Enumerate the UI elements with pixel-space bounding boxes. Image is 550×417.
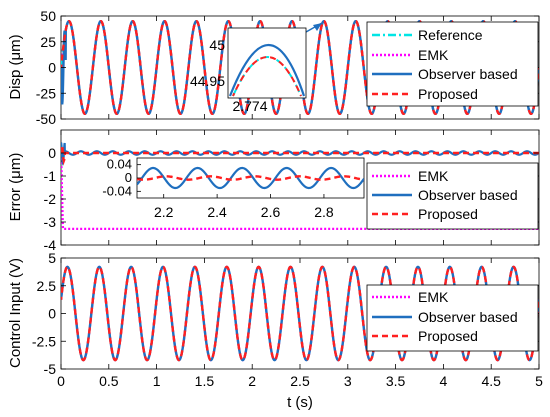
inset-xtick: 2.774 (232, 98, 267, 114)
inset-series-observer-based (137, 166, 364, 190)
xtick-label: 0.5 (99, 373, 119, 389)
ytick-label: 5 (48, 250, 56, 266)
ytick-label: -1 (44, 168, 57, 184)
ytick-label: -5 (44, 361, 57, 377)
legend-emk-label: EMK (418, 168, 449, 184)
xtick-label: 4.5 (481, 373, 501, 389)
legend-emk-label: EMK (418, 289, 449, 305)
ytick-label: -2.5 (32, 333, 56, 349)
inset-xtick-label: 2.6 (261, 204, 281, 220)
xtick-label: 5 (535, 373, 543, 389)
ytick-label: -3 (44, 214, 57, 230)
xtick-label: 3 (344, 373, 352, 389)
ytick-label: 0 (48, 145, 56, 161)
xtick-label: 4 (440, 373, 448, 389)
legend-proposed-label: Proposed (418, 328, 478, 344)
panel-control: 5 2.5 0 -2.5 -5 0 0.5 1 1.5 2 2.5 3 3.5 4 4.5 5 Contro… (7, 250, 543, 411)
control-xticks: 0 0.5 1 1.5 2 2.5 3 3.5 4 4.5 5 (57, 258, 543, 389)
x-axis-label: t (s) (287, 394, 313, 411)
ytick-label: 0 (48, 60, 56, 76)
ytick-label: 50 (40, 8, 56, 24)
series-observer-based (61, 142, 539, 166)
panel-displacement: 50 25 0 -25 -50 Disp (μm) 45 44.95 2.774 Ref… (7, 8, 540, 127)
panel-error: 0-1-2-3-4 Error (μm) 0.040-0.042.2 2.4 2.6… (7, 129, 540, 253)
inset-ytick-label: -0.04 (102, 183, 132, 198)
inset-observer-curve (228, 43, 306, 97)
disp-inset-curves (228, 43, 306, 97)
inset-ytick-44-95: 44.95 (190, 73, 225, 89)
legend-observer-label: Observer based (418, 66, 518, 82)
legend-proposed-label: Proposed (418, 206, 478, 222)
inset-ytick-label: 0 (125, 170, 132, 185)
control-legend: EMK Observer based Proposed (366, 284, 539, 352)
xtick-label: 2 (248, 373, 256, 389)
control-ylabel: Control Input (V) (7, 258, 24, 368)
error-inset-ticks: 0.040-0.04 2.2 2.4 2.6 2.8 (102, 157, 334, 220)
error-inset-curves (137, 166, 364, 190)
inset-series-proposed (137, 175, 364, 181)
legend-emk-label: EMK (418, 47, 449, 63)
error-ylabel: Error (μm) (7, 153, 24, 222)
legend-reference-label: Reference (418, 27, 483, 43)
ytick-label: -2 (44, 191, 57, 207)
ytick-label: 0 (48, 306, 56, 322)
inset-ytick-45: 45 (209, 37, 225, 53)
inset-xtick-label: 2.2 (154, 204, 174, 220)
ytick-label: -4 (44, 237, 57, 253)
ytick-label: 2.5 (37, 278, 57, 294)
xtick-label: 1.5 (195, 373, 215, 389)
error-inset-box (136, 157, 365, 199)
legend-proposed-label: Proposed (418, 86, 478, 102)
disp-yticks: 50 25 0 -25 -50 (36, 8, 540, 127)
ytick-label: -25 (36, 85, 56, 101)
legend-observer-label: Observer based (418, 309, 518, 325)
inset-xtick-label: 2.4 (207, 204, 227, 220)
inset-xtick-label: 2.8 (314, 204, 334, 220)
legend-observer-label: Observer based (418, 187, 518, 203)
series-emk (61, 146, 539, 230)
disp-ylabel: Disp (μm) (7, 34, 24, 99)
inset-ytick-label: 0.04 (107, 157, 132, 172)
error-series-group (61, 142, 539, 230)
inset-pointer-arrow (313, 23, 322, 31)
xtick-label: 3.5 (386, 373, 406, 389)
ytick-label: 25 (40, 34, 56, 50)
xtick-label: 1 (153, 373, 161, 389)
disp-legend: Reference EMK Observer based Proposed (366, 21, 539, 107)
ytick-label: -50 (36, 111, 56, 127)
xtick-label: 0 (57, 373, 65, 389)
xtick-label: 2.5 (290, 373, 310, 389)
error-legend: EMK Observer based Proposed (366, 162, 539, 230)
inset-proposed-curve (232, 56, 302, 97)
disp-inset-box (227, 27, 307, 99)
